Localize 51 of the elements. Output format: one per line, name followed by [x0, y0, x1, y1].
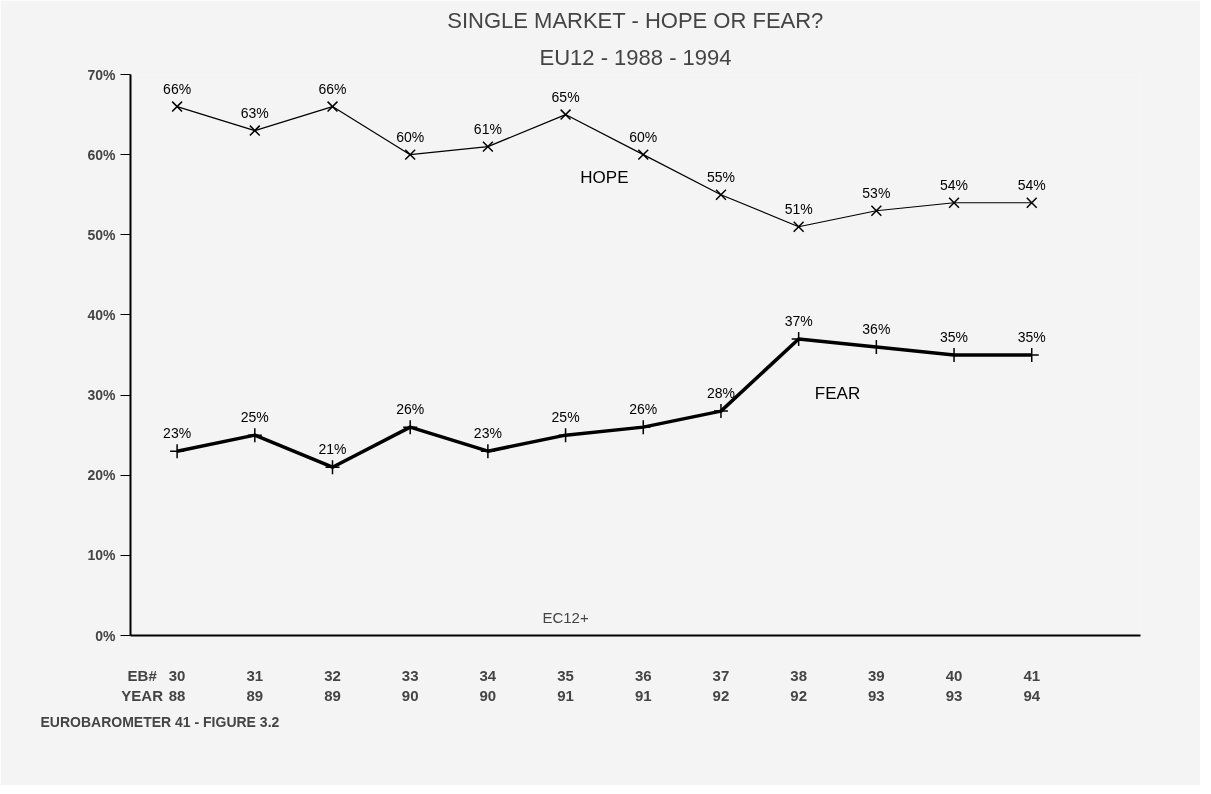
y-tick-label: 70% [87, 66, 117, 83]
y-tick-label: 60% [87, 146, 117, 163]
data-label: 60% [396, 128, 425, 145]
data-label: 23% [163, 425, 192, 442]
data-label: 54% [1017, 176, 1046, 193]
x-tick-label: 36 91 [634, 666, 652, 704]
y-tick-label: 10% [87, 547, 117, 564]
data-label: 26% [396, 401, 425, 418]
text: EUROBAROMETER 41 - FIGURE 3.2 [40, 713, 280, 730]
data-label: 35% [940, 329, 969, 345]
data-label: 51% [784, 200, 813, 217]
x-tick-label: 35 91 [557, 666, 574, 704]
data-label: 63% [240, 104, 269, 121]
x-tick-label: 41 94 [1023, 666, 1041, 704]
data-label: 60% [629, 128, 658, 145]
data-label: 37% [784, 312, 813, 329]
data-label: 23% [473, 425, 502, 442]
x-tick-label: 31 89 [246, 666, 264, 704]
x-tick-label: 34 90 [479, 666, 497, 704]
y-tick-label: 40% [87, 306, 117, 323]
x-tick-label: 37 92 [712, 666, 730, 704]
series-label: HOPE [580, 167, 629, 187]
x-tick-label: 40 93 [945, 666, 963, 704]
data-label: 66% [318, 80, 347, 97]
data-label: 28% [706, 385, 735, 402]
y-tick-label: 30% [87, 387, 117, 404]
data-label: 26% [629, 401, 658, 418]
data-label: 65% [551, 88, 580, 105]
chart-subtitle: EU12 - 1988 - 1994 [539, 44, 732, 70]
data-label: 35% [1017, 329, 1046, 345]
data-label: 21% [318, 441, 347, 458]
text: EB# YEAR [121, 666, 164, 704]
x-tick-label: 30 88 [168, 666, 186, 704]
data-label: 54% [940, 176, 969, 193]
x-tick-label: 33 90 [401, 666, 419, 704]
data-label: 55% [706, 168, 735, 185]
x-tick-label: 32 89 [324, 666, 341, 704]
data-label: 25% [551, 409, 580, 426]
data-label: 53% [862, 184, 891, 201]
data-label: 25% [240, 409, 269, 426]
text: FEAR [814, 384, 861, 404]
chart-title: SINGLE MARKET - HOPE OR FEAR? [447, 7, 824, 33]
x-tick-label: 38 92 [790, 666, 807, 704]
y-tick-label: 50% [87, 226, 117, 243]
y-tick-label: 0% [95, 627, 117, 644]
x-tick-label: 39 93 [868, 666, 885, 704]
data-label: 61% [473, 120, 502, 137]
annotation: EC12+ [542, 608, 589, 626]
data-label: 66% [163, 80, 192, 97]
y-tick-label: 20% [87, 467, 117, 484]
data-label: 36% [862, 320, 891, 337]
